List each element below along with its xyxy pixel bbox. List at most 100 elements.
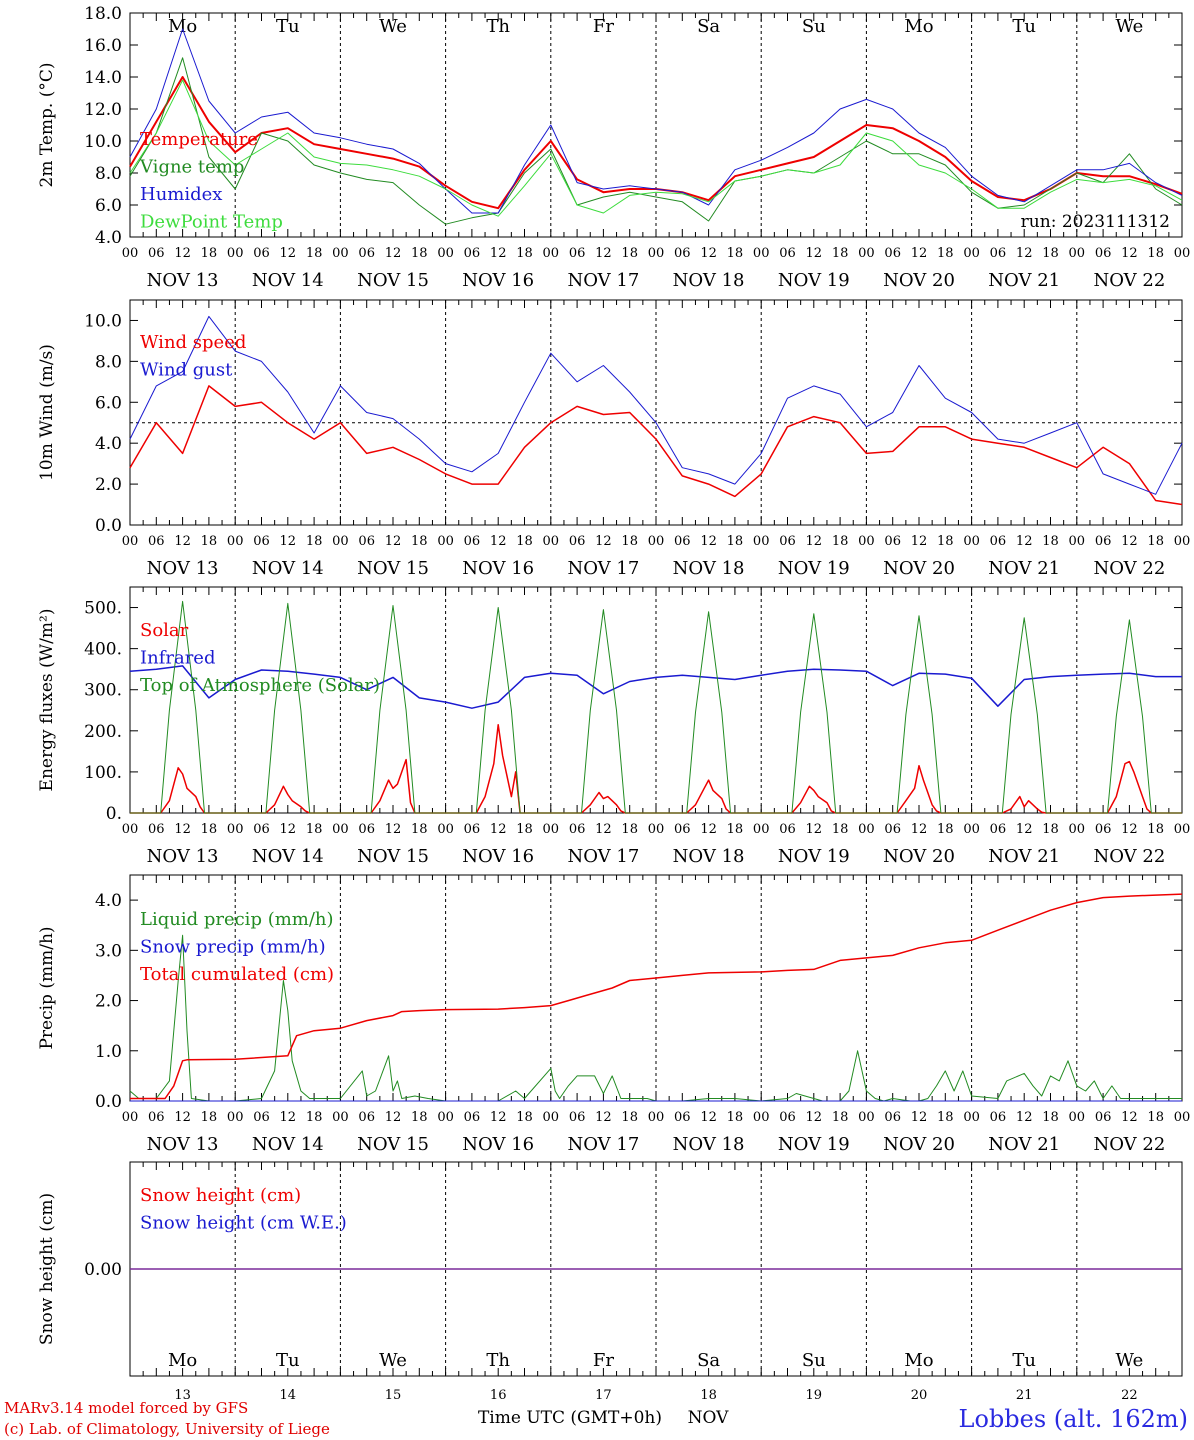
- hour-label: 18: [1042, 1110, 1059, 1125]
- hour-label: 00: [543, 1110, 560, 1125]
- hour-label: 00: [753, 534, 770, 549]
- hour-label: 18: [1042, 822, 1059, 837]
- legend-label: Liquid precip (mm/h): [140, 909, 334, 930]
- day-name-label: Mo: [904, 16, 933, 37]
- hour-label: 12: [806, 1110, 823, 1125]
- date-label: NOV 13: [147, 846, 219, 867]
- hour-label: 06: [358, 534, 375, 549]
- hour-label: 12: [490, 1110, 507, 1125]
- date-label: NOV 14: [252, 558, 324, 579]
- hour-label: 00: [858, 1110, 875, 1125]
- hour-label: 00: [648, 246, 665, 261]
- hour-label: 06: [1095, 534, 1112, 549]
- hour-label: 18: [621, 534, 638, 549]
- series-line-2: [129, 665, 1182, 709]
- hour-label: 18: [306, 246, 323, 261]
- hour-label: 18: [832, 1110, 849, 1125]
- hour-label: 00: [122, 1110, 139, 1125]
- footer-time-axis-label: Time UTC (GMT+0h): [478, 1408, 662, 1428]
- day-number-label: 14: [280, 1388, 297, 1403]
- hour-label: 00: [332, 246, 349, 261]
- hour-label: 12: [700, 246, 717, 261]
- day-name-label: Tu: [276, 1350, 300, 1371]
- day-name-label: Fr: [593, 1350, 614, 1371]
- hour-label: 18: [516, 822, 533, 837]
- hour-label: 06: [569, 246, 586, 261]
- hour-label: 18: [411, 246, 428, 261]
- hour-label: 12: [1016, 246, 1033, 261]
- day-name-label: Tu: [1012, 1350, 1036, 1371]
- hour-label: 18: [201, 246, 218, 261]
- date-label: NOV 14: [252, 270, 324, 291]
- hour-label: 18: [937, 246, 954, 261]
- day-number-label: 15: [385, 1388, 402, 1403]
- hour-label: 18: [201, 822, 218, 837]
- day-name-label: Su: [802, 1350, 826, 1371]
- hour-label: 06: [358, 1110, 375, 1125]
- hour-label: 12: [1016, 1110, 1033, 1125]
- legend-label: Top of Atmosphere (Solar): [140, 675, 380, 696]
- hour-label: 12: [700, 822, 717, 837]
- hour-label: 06: [990, 534, 1007, 549]
- hour-label: 18: [937, 534, 954, 549]
- hour-label: 18: [727, 534, 744, 549]
- hour-label: 18: [1042, 246, 1059, 261]
- y-tick-label: 12.0: [84, 100, 122, 120]
- hour-label: 00: [122, 246, 139, 261]
- date-label: NOV 14: [252, 846, 324, 867]
- legend-label: Snow height (cm): [140, 1185, 301, 1206]
- legend-label: Wind speed: [140, 332, 246, 353]
- legend-label: Snow height (cm W.E.): [140, 1213, 347, 1234]
- hour-label: 00: [332, 1110, 349, 1125]
- series-line-4: [129, 79, 1183, 217]
- hour-label: 06: [148, 534, 165, 549]
- day-name-label: We: [379, 1350, 407, 1371]
- y-tick-label: 8.0: [95, 352, 122, 372]
- hour-label: 00: [648, 822, 665, 837]
- hour-label: 00: [437, 534, 454, 549]
- hour-label: 06: [884, 534, 901, 549]
- hour-label: 06: [569, 1110, 586, 1125]
- series-group: [129, 315, 1183, 506]
- hour-label: 18: [832, 822, 849, 837]
- y-tick-label: 18.0: [84, 4, 122, 24]
- hour-label: 12: [595, 534, 612, 549]
- day-name-label: Mo: [904, 1350, 933, 1371]
- series-line-1: [129, 934, 1182, 1102]
- footer-month-label: NOV: [688, 1408, 730, 1428]
- hour-label: 18: [832, 246, 849, 261]
- date-label: NOV 20: [883, 270, 955, 291]
- y-tick-label: 4.0: [95, 891, 122, 911]
- day-name-label: Tu: [1012, 16, 1036, 37]
- y-tick-label: 0.: [106, 804, 122, 824]
- hour-label: 06: [148, 1110, 165, 1125]
- y-tick-label: 14.0: [84, 68, 122, 88]
- date-label: NOV 14: [252, 1134, 324, 1155]
- hour-label: 00: [543, 822, 560, 837]
- series-line-1: [129, 385, 1183, 506]
- hour-label: 00: [1069, 1110, 1086, 1125]
- footer-model: MARv3.14 model forced by GFS: [4, 1399, 248, 1417]
- hour-label: 06: [884, 1110, 901, 1125]
- hour-label: 00: [332, 822, 349, 837]
- hour-label: 18: [306, 822, 323, 837]
- y-tick-label: 200.: [84, 722, 122, 742]
- hour-label: 12: [174, 822, 191, 837]
- legend-label: Total cumulated (cm): [140, 964, 334, 985]
- hour-label: 12: [1016, 534, 1033, 549]
- day-name-label: Sa: [697, 1350, 720, 1371]
- date-label: NOV 13: [147, 1134, 219, 1155]
- hour-label: 00: [858, 534, 875, 549]
- hour-label: 06: [464, 246, 481, 261]
- hour-label: 18: [201, 534, 218, 549]
- day-name-label: Mo: [168, 1350, 197, 1371]
- hour-label: 12: [174, 1110, 191, 1125]
- hour-label: 06: [990, 822, 1007, 837]
- panel-5: 0.00 Snow height (cm) Snow height (cm) Snow…: [37, 1161, 1183, 1403]
- hour-label: 12: [1121, 822, 1138, 837]
- y-tick-label: 16.0: [84, 36, 122, 56]
- y-tick-label: 6.0: [95, 196, 122, 216]
- hour-label: 00: [122, 822, 139, 837]
- hour-label: 12: [700, 1110, 717, 1125]
- day-name-label: Sa: [697, 16, 720, 37]
